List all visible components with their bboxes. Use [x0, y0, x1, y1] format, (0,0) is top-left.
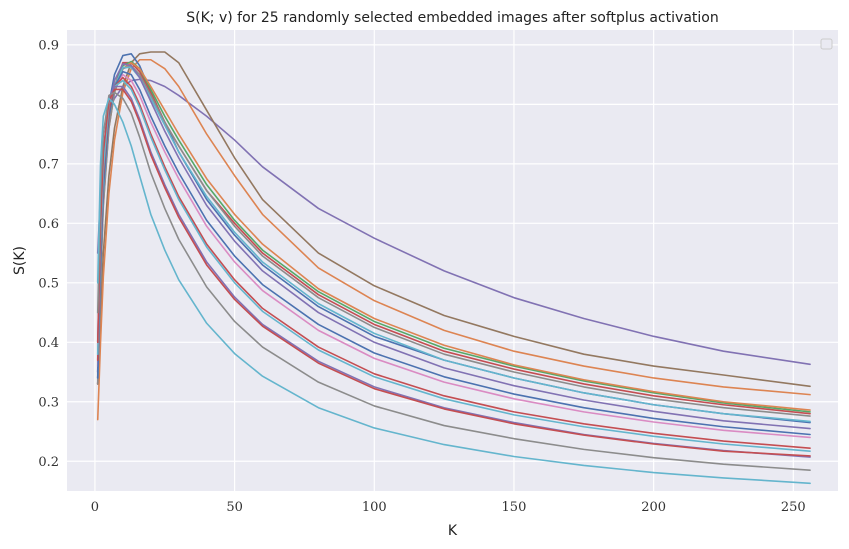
- x-tick-label: 0: [91, 500, 99, 515]
- series-line-16: [96, 88, 811, 457]
- y-tick-label: 0.2: [38, 455, 59, 470]
- tick-labels: 0 50 100 150 200 250 0.2 0.3 0.4 0.5 0.6 0.7 0.8 0.9: [38, 38, 805, 515]
- y-tick-label: 0.4: [38, 336, 59, 351]
- y-tick-label: 0.9: [38, 38, 59, 53]
- series-line-3: [96, 58, 811, 421]
- y-axis-label: S(K): [12, 246, 28, 275]
- x-tick-label: 250: [781, 500, 806, 515]
- series-line-15: [96, 85, 811, 458]
- series-line-2: [96, 51, 811, 388]
- y-tick-label: 0.7: [38, 157, 59, 172]
- series-line-8: [96, 64, 811, 417]
- x-axis-label: K: [448, 523, 458, 539]
- chart-title: S(K; v) for 25 randomly selected embedde…: [186, 10, 719, 26]
- y-tick-label: 0.6: [38, 217, 59, 232]
- x-tick-label: 150: [502, 500, 527, 515]
- x-tick-label: 100: [362, 500, 387, 515]
- gridlines: [67, 30, 838, 491]
- series-line-17: [96, 91, 811, 471]
- y-tick-label: 0.8: [38, 98, 59, 113]
- x-tick-label: 50: [226, 500, 243, 515]
- y-tick-label: 0.3: [38, 395, 59, 410]
- legend: [820, 38, 833, 50]
- series-lines: [96, 51, 811, 485]
- series-line-18: [96, 97, 811, 485]
- x-tick-label: 200: [641, 500, 666, 515]
- y-tick-label: 0.5: [38, 276, 59, 291]
- series-line-13: [96, 76, 811, 449]
- plot-area: [67, 30, 838, 491]
